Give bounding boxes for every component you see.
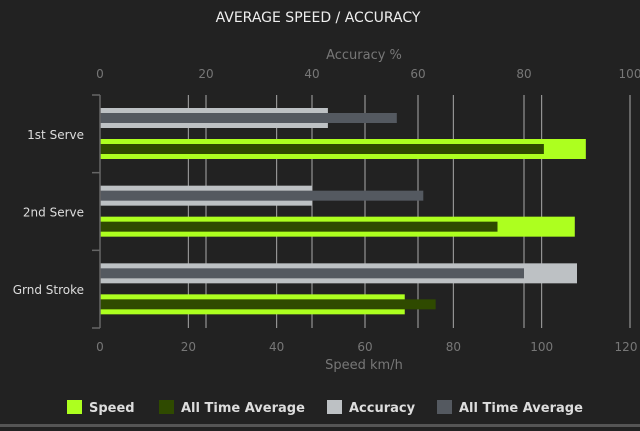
legend-label: Speed bbox=[89, 401, 135, 416]
legend-swatch bbox=[67, 400, 82, 414]
speed-average-bar bbox=[100, 299, 436, 310]
speed-average-bar bbox=[100, 221, 498, 232]
accuracy-tick-label: 20 bbox=[198, 67, 213, 81]
accuracy-axis-label: Accuracy % bbox=[326, 48, 402, 63]
accuracy-tick-label: 100 bbox=[619, 67, 640, 81]
speed-average-bar bbox=[100, 144, 544, 154]
speed-axis-label: Speed km/h bbox=[325, 358, 403, 373]
category-label: 1st Serve bbox=[27, 128, 84, 142]
speed-tick-label: 120 bbox=[615, 340, 638, 354]
accuracy-tick-label: 0 bbox=[96, 67, 104, 81]
chart-title: AVERAGE SPEED / ACCURACY bbox=[216, 10, 421, 26]
accuracy-tick-label: 60 bbox=[410, 67, 425, 81]
speed-tick-label: 20 bbox=[181, 340, 196, 354]
legend-label: All Time Average bbox=[459, 401, 583, 416]
category-label: 2nd Serve bbox=[23, 206, 84, 220]
accuracy-average-bar bbox=[100, 113, 397, 123]
speed-tick-label: 40 bbox=[269, 340, 284, 354]
legend-label: All Time Average bbox=[181, 401, 305, 416]
speed-tick-label: 60 bbox=[357, 340, 372, 354]
legend-swatch bbox=[159, 400, 174, 414]
accuracy-tick-label: 80 bbox=[516, 67, 531, 81]
legend-swatch bbox=[437, 400, 452, 414]
speed-tick-label: 80 bbox=[446, 340, 461, 354]
speed-tick-label: 100 bbox=[530, 340, 553, 354]
category-label: Grnd Stroke bbox=[13, 283, 84, 297]
bottom-border bbox=[0, 424, 640, 427]
accuracy-average-bar bbox=[100, 190, 424, 201]
accuracy-tick-label: 40 bbox=[304, 67, 319, 81]
legend-label: Accuracy bbox=[349, 401, 416, 416]
speed-tick-label: 0 bbox=[96, 340, 104, 354]
legend-swatch bbox=[327, 400, 342, 414]
accuracy-average-bar bbox=[100, 268, 524, 279]
